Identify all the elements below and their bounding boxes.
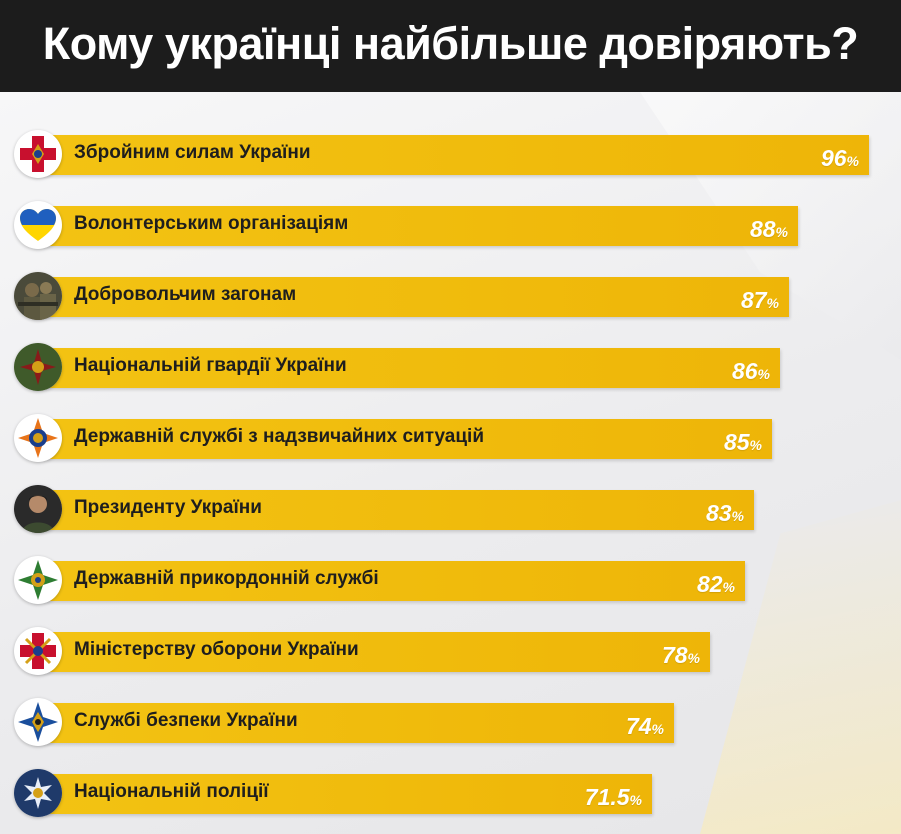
bar: 82%: [32, 561, 745, 601]
data-label-unit: %: [775, 224, 788, 240]
chart-row: 88% Волонтерським організаціям: [14, 201, 798, 251]
data-label-unit: %: [629, 792, 642, 808]
national-police-emblem-icon: [14, 769, 62, 817]
border-guard-emblem-icon: [14, 556, 62, 604]
chart-row: 74% Службі безпеки України: [14, 698, 674, 748]
category-label: Національній поліції: [74, 781, 269, 802]
data-label: 96%: [821, 145, 859, 172]
armed-forces-emblem-icon: [14, 130, 62, 178]
data-label: 88%: [750, 216, 788, 243]
category-label: Волонтерським організаціям: [74, 213, 349, 234]
data-label-unit: %: [722, 579, 735, 595]
data-label-value: 83: [705, 500, 732, 526]
data-label-unit: %: [749, 437, 762, 453]
data-label-value: 74: [625, 713, 652, 739]
national-guard-emblem-icon: [14, 343, 62, 391]
data-label: 83%: [706, 500, 744, 527]
category-label: Державній службі з надзвичайних ситуацій: [74, 426, 484, 447]
data-label-unit: %: [757, 366, 770, 382]
category-label: Службі безпеки України: [74, 710, 298, 731]
data-label: 71.5%: [585, 784, 642, 811]
data-label-unit: %: [651, 721, 664, 737]
chart-row: 82% Державній прикордонній службі: [14, 556, 745, 606]
data-label: 82%: [697, 571, 735, 598]
chart-row: 87% Добровольчим загонам: [14, 272, 789, 322]
chart-row: 83% Президенту України: [14, 485, 754, 535]
data-label-value: 71.5: [584, 784, 630, 810]
bar: 88%: [32, 206, 798, 246]
title-bar: [0, 0, 901, 92]
category-label: Державній прикордонній службі: [74, 568, 379, 589]
data-label-unit: %: [687, 650, 700, 666]
chart-row: 71.5% Національній поліції: [14, 769, 652, 819]
category-label: Міністерству оборони України: [74, 639, 359, 660]
bar: 96%: [32, 135, 869, 175]
president-portrait-icon: [14, 485, 62, 533]
bar: 78%: [32, 632, 710, 672]
chart-row: 78% Міністерству оборони України: [14, 627, 710, 677]
bar: 74%: [32, 703, 674, 743]
data-label: 87%: [741, 287, 779, 314]
data-label-unit: %: [766, 295, 779, 311]
data-label-unit: %: [846, 153, 859, 169]
bar: 85%: [32, 419, 772, 459]
category-label: Національній гвардії України: [74, 355, 347, 376]
category-label: Президенту України: [74, 497, 262, 518]
data-label-value: 88: [749, 216, 776, 242]
heart-ukraine-flag-icon: [14, 201, 62, 249]
security-service-emblem-icon: [14, 698, 62, 746]
data-label: 78%: [662, 642, 700, 669]
bar: 71.5%: [32, 774, 652, 814]
data-label-value: 82: [696, 571, 723, 597]
bar: 83%: [32, 490, 754, 530]
chart-row: 86% Національній гвардії України: [14, 343, 780, 393]
chart-row: 96% Збройним силам України: [14, 130, 869, 180]
data-label: 85%: [724, 429, 762, 456]
page-title: Кому українці найбільше довіряють?: [42, 18, 859, 69]
emergency-service-emblem-icon: [14, 414, 62, 462]
data-label: 74%: [626, 713, 664, 740]
data-label-value: 87: [740, 287, 767, 313]
data-label-value: 86: [731, 358, 758, 384]
data-label-value: 85: [723, 429, 750, 455]
data-label: 86%: [732, 358, 770, 385]
volunteer-soldiers-icon: [14, 272, 62, 320]
data-label-value: 78: [661, 642, 688, 668]
chart-row: 85% Державній службі з надзвичайних ситуа…: [14, 414, 772, 464]
category-label: Збройним силам України: [74, 142, 311, 163]
defense-ministry-emblem-icon: [14, 627, 62, 675]
bar: 87%: [32, 277, 789, 317]
bar: 86%: [32, 348, 780, 388]
category-label: Добровольчим загонам: [74, 284, 297, 305]
data-label-value: 96: [820, 145, 847, 171]
data-label-unit: %: [731, 508, 744, 524]
